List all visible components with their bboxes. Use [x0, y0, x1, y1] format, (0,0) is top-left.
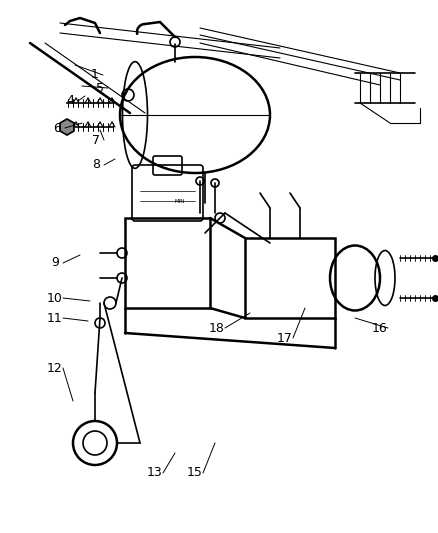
- Text: 4: 4: [66, 94, 74, 108]
- Text: 13: 13: [147, 466, 163, 480]
- Bar: [245, 238, 335, 318]
- Text: 6: 6: [53, 122, 61, 134]
- Text: 9: 9: [51, 256, 59, 270]
- Text: 11: 11: [47, 311, 63, 325]
- Text: 8: 8: [92, 158, 100, 172]
- Text: 10: 10: [47, 292, 63, 304]
- Text: 5: 5: [96, 82, 104, 94]
- Text: MIN: MIN: [175, 199, 185, 204]
- Text: 15: 15: [187, 466, 203, 480]
- Text: 7: 7: [92, 133, 100, 147]
- Text: 18: 18: [209, 321, 225, 335]
- Text: 12: 12: [47, 361, 63, 375]
- Text: 17: 17: [277, 332, 293, 344]
- Bar: [125, 218, 210, 308]
- Text: 16: 16: [372, 321, 388, 335]
- Text: 1: 1: [91, 69, 99, 82]
- Polygon shape: [60, 119, 74, 135]
